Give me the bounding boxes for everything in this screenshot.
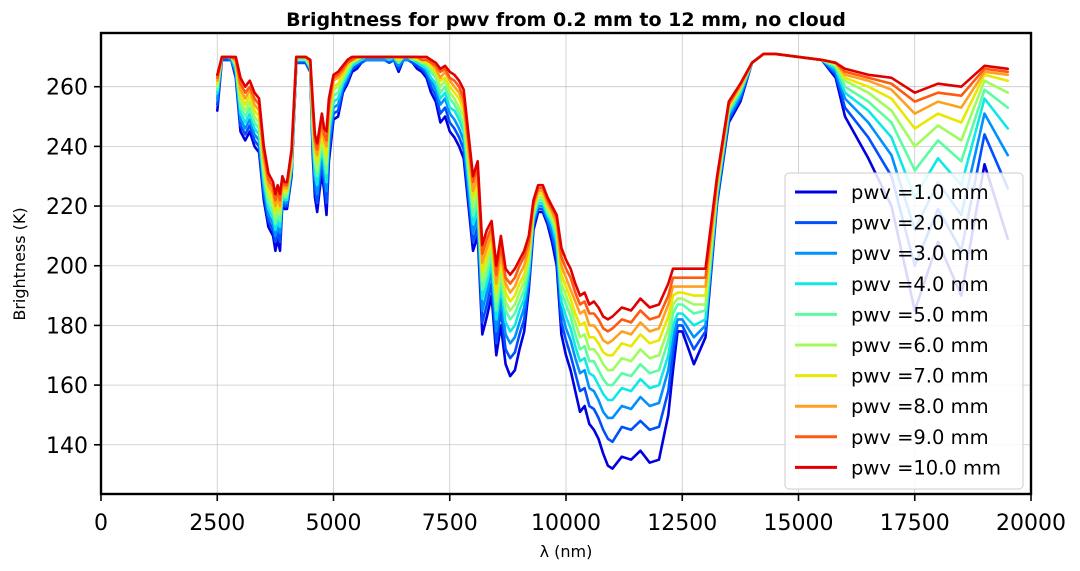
legend: pwv =1.0 mm pwv =2.0 mm pwv =3.0 mm pwv =4.… bbox=[784, 172, 1024, 490]
legend-label: pwv =4.0 mm bbox=[851, 273, 989, 296]
series-lines bbox=[216, 52, 1010, 470]
legend-label: pwv =10.0 mm bbox=[851, 456, 1001, 479]
series-line bbox=[216, 52, 1010, 321]
y-tick-label: 160 bbox=[46, 374, 88, 399]
legend-box bbox=[784, 172, 1024, 490]
x-tick-label: 2500 bbox=[189, 511, 245, 536]
legend-label: pwv =7.0 mm bbox=[851, 365, 989, 388]
x-tick-label: 10000 bbox=[531, 511, 601, 536]
legend-label: pwv =3.0 mm bbox=[851, 242, 989, 265]
legend-label: pwv =2.0 mm bbox=[851, 212, 989, 235]
legend-label: pwv =5.0 mm bbox=[851, 303, 989, 326]
x-tick-label: 17500 bbox=[880, 511, 950, 536]
legend-label: pwv =9.0 mm bbox=[851, 426, 989, 449]
legend-label: pwv =8.0 mm bbox=[851, 395, 989, 418]
y-tick-label: 260 bbox=[46, 76, 88, 101]
x-tick-label: 15000 bbox=[764, 511, 834, 536]
legend-label: pwv =1.0 mm bbox=[851, 181, 989, 204]
y-tick-label: 140 bbox=[46, 434, 88, 459]
x-tick-label: 20000 bbox=[996, 511, 1066, 536]
y-tick-label: 240 bbox=[46, 135, 88, 160]
x-tick-label: 7500 bbox=[422, 511, 478, 536]
x-tick-label: 12500 bbox=[647, 511, 717, 536]
x-axis-ticks: 0 2500 5000 7500 10000 12500 15000 17500 20000 bbox=[94, 494, 1066, 536]
x-axis-label: λ (nm) bbox=[540, 542, 593, 561]
x-tick-label: 5000 bbox=[306, 511, 362, 536]
chart-title: Brightness for pwv from 0.2 mm to 12 mm,… bbox=[286, 9, 846, 31]
legend-label: pwv =6.0 mm bbox=[851, 334, 989, 357]
y-tick-label: 200 bbox=[46, 255, 88, 280]
x-tick-label: 0 bbox=[94, 511, 108, 536]
y-tick-label: 180 bbox=[46, 314, 88, 339]
y-axis-ticks: 140 160 180 200 220 240 260 bbox=[46, 76, 101, 459]
y-axis-label: Brightness (K) bbox=[10, 207, 29, 320]
y-tick-label: 220 bbox=[46, 195, 88, 220]
